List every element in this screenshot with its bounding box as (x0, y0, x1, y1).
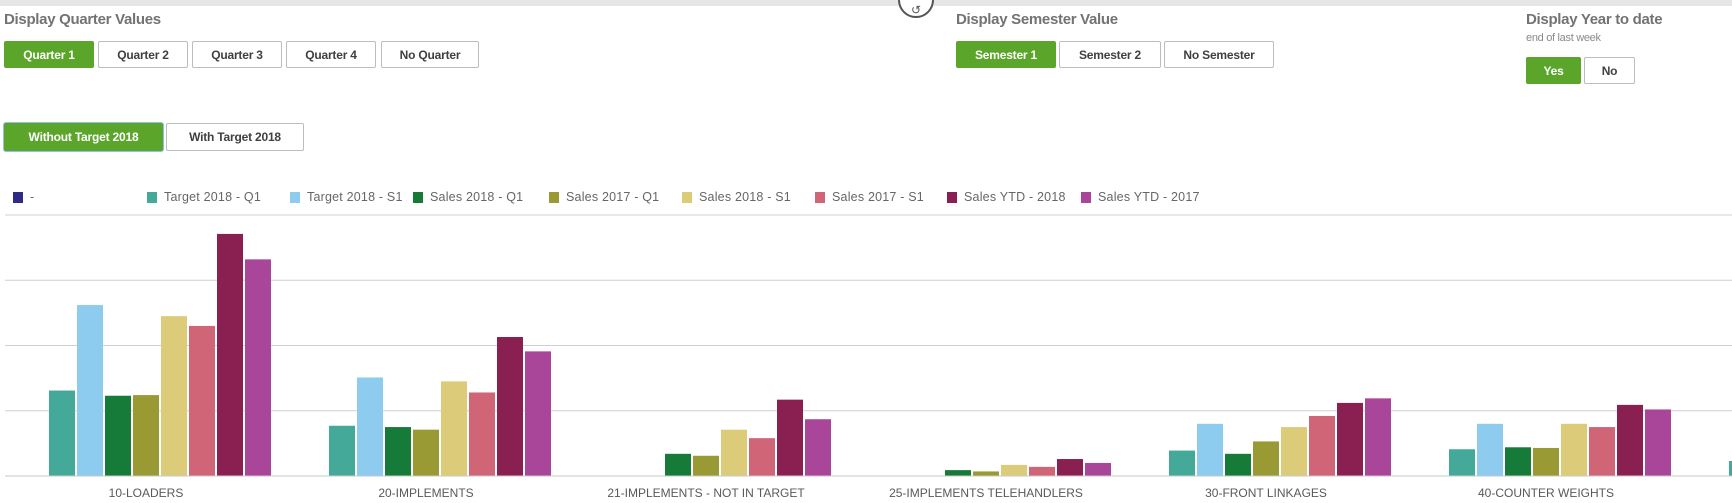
bar (1561, 423, 1587, 476)
legend-item[interactable]: Sales YTD - 2018 (947, 190, 1066, 204)
ytd-button-no[interactable]: No (1584, 57, 1635, 84)
category-label: 30-FRONT LINKAGES (1205, 486, 1327, 500)
top-bar (0, 0, 1732, 6)
target-button-without-target-2018[interactable]: Without Target 2018 (4, 123, 163, 151)
bar (133, 395, 159, 476)
bar (441, 381, 467, 476)
semester-button-semester-1[interactable]: Semester 1 (956, 41, 1056, 68)
bar (497, 337, 523, 476)
legend-swatch (147, 191, 157, 203)
quarter-button-quarter-1[interactable]: Quarter 1 (4, 41, 94, 68)
legend-item[interactable]: Sales 2018 - S1 (682, 190, 791, 204)
category-label: 40-COUNTER WEIGHTS (1478, 486, 1614, 500)
bar (1617, 404, 1643, 476)
bar (1589, 427, 1615, 476)
legend-swatch (815, 191, 825, 203)
bar (1197, 423, 1223, 476)
quarter-button-quarter-2[interactable]: Quarter 2 (98, 41, 188, 68)
legend-item[interactable]: Target 2018 - Q1 (147, 190, 261, 204)
bar (1085, 462, 1111, 476)
legend-swatch (682, 191, 692, 203)
legend-label: - (30, 190, 35, 204)
semester-title: Display Semester Value (956, 11, 1118, 28)
bar (413, 429, 439, 476)
bar (217, 233, 243, 476)
legend-item[interactable]: Sales 2017 - S1 (815, 190, 924, 204)
legend-label: Sales 2018 - S1 (699, 190, 791, 204)
bar (945, 470, 971, 476)
bar (1001, 464, 1027, 476)
ytd-title: Display Year to date (1526, 11, 1663, 28)
quarter-button-quarter-4[interactable]: Quarter 4 (286, 41, 376, 68)
legend-label: Target 2018 - S1 (307, 190, 403, 204)
ytd-button-yes[interactable]: Yes (1526, 57, 1581, 84)
legend-swatch (947, 191, 957, 203)
legend-swatch (13, 191, 23, 203)
bar (1505, 447, 1531, 476)
bar (665, 453, 691, 476)
legend-swatch (549, 191, 559, 203)
bar (105, 395, 131, 476)
quarter-button-no-quarter[interactable]: No Quarter (381, 41, 479, 68)
bar (469, 392, 495, 476)
legend-item[interactable]: Sales 2017 - Q1 (549, 190, 659, 204)
legend-label: Sales YTD - 2017 (1098, 190, 1200, 204)
bar (777, 399, 803, 476)
target-button-with-target-2018[interactable]: With Target 2018 (166, 123, 304, 151)
category-label: 20-IMPLEMENTS (378, 486, 473, 500)
quarter-button-quarter-3[interactable]: Quarter 3 (192, 41, 282, 68)
bar (245, 259, 271, 476)
bar (357, 377, 383, 476)
bar (1057, 459, 1083, 476)
bar (49, 390, 75, 476)
bar (1365, 398, 1391, 476)
bar (1533, 447, 1559, 476)
semester-button-semester-2[interactable]: Semester 2 (1059, 41, 1161, 68)
bar (385, 427, 411, 476)
bar (1029, 466, 1055, 476)
legend-swatch (290, 191, 300, 203)
bar (77, 305, 103, 476)
bar (721, 429, 747, 476)
bar (1281, 427, 1307, 476)
bar (525, 351, 551, 476)
bar (1645, 409, 1671, 476)
bar (1253, 441, 1279, 476)
legend-item[interactable]: Target 2018 - S1 (290, 190, 403, 204)
bar (1477, 423, 1503, 476)
bar (1309, 415, 1335, 476)
category-label: 10-LOADERS (109, 486, 184, 500)
legend-label: Target 2018 - Q1 (164, 190, 262, 204)
bar (1337, 402, 1363, 476)
legend-label: Sales 2017 - Q1 (566, 190, 660, 204)
bar (161, 316, 187, 476)
legend-label: Sales YTD - 2018 (964, 190, 1066, 204)
bar (1169, 450, 1195, 476)
bar (1449, 449, 1475, 476)
legend-item[interactable]: - (13, 190, 34, 204)
ytd-subtitle: end of last week (1526, 32, 1601, 44)
bar (1729, 460, 1732, 476)
legend-swatch (1081, 191, 1091, 203)
legend-swatch (413, 191, 423, 203)
legend-item[interactable]: Sales YTD - 2017 (1081, 190, 1200, 204)
bar (693, 455, 719, 476)
legend-label: Sales 2018 - Q1 (430, 190, 524, 204)
category-label: 21-IMPLEMENTS - NOT IN TARGET (607, 486, 805, 500)
bar (1225, 453, 1251, 476)
bar (329, 425, 355, 476)
legend-label: Sales 2017 - S1 (832, 190, 924, 204)
bar (189, 325, 215, 476)
bar (749, 438, 775, 476)
quarter-title: Display Quarter Values (4, 11, 161, 28)
bar (973, 471, 999, 476)
legend-item[interactable]: Sales 2018 - Q1 (413, 190, 523, 204)
category-label: 25-IMPLEMENTS TELEHANDLERS (889, 486, 1083, 500)
bar (805, 419, 831, 476)
semester-button-no-semester[interactable]: No Semester (1164, 41, 1274, 68)
